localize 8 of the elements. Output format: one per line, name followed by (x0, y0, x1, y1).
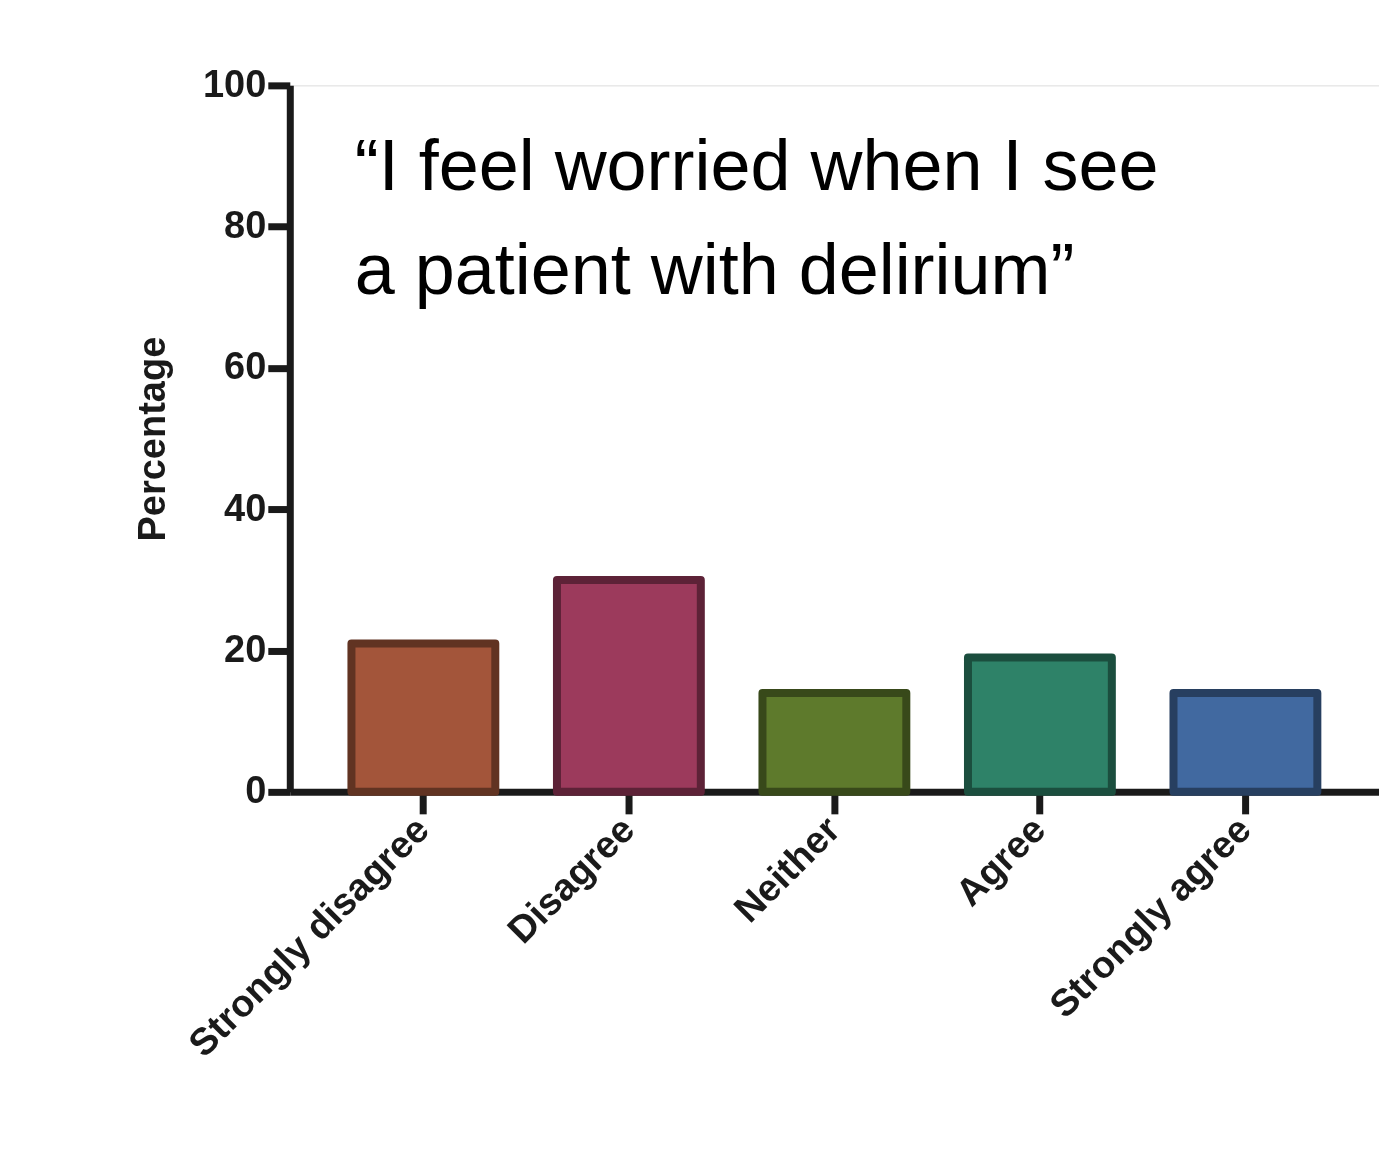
y-tick-label: 20 (224, 628, 267, 671)
y-tick-label: 0 (245, 769, 267, 812)
y-tick-label: 40 (224, 486, 267, 529)
text: “I feel worried when I see a patient with delirium” (354, 125, 1159, 310)
y-tick-label: 60 (224, 345, 267, 388)
y-axis-title: Percentage (130, 336, 173, 542)
y-tick-label: 100 (202, 62, 267, 105)
y-tick-label: 80 (224, 204, 267, 247)
